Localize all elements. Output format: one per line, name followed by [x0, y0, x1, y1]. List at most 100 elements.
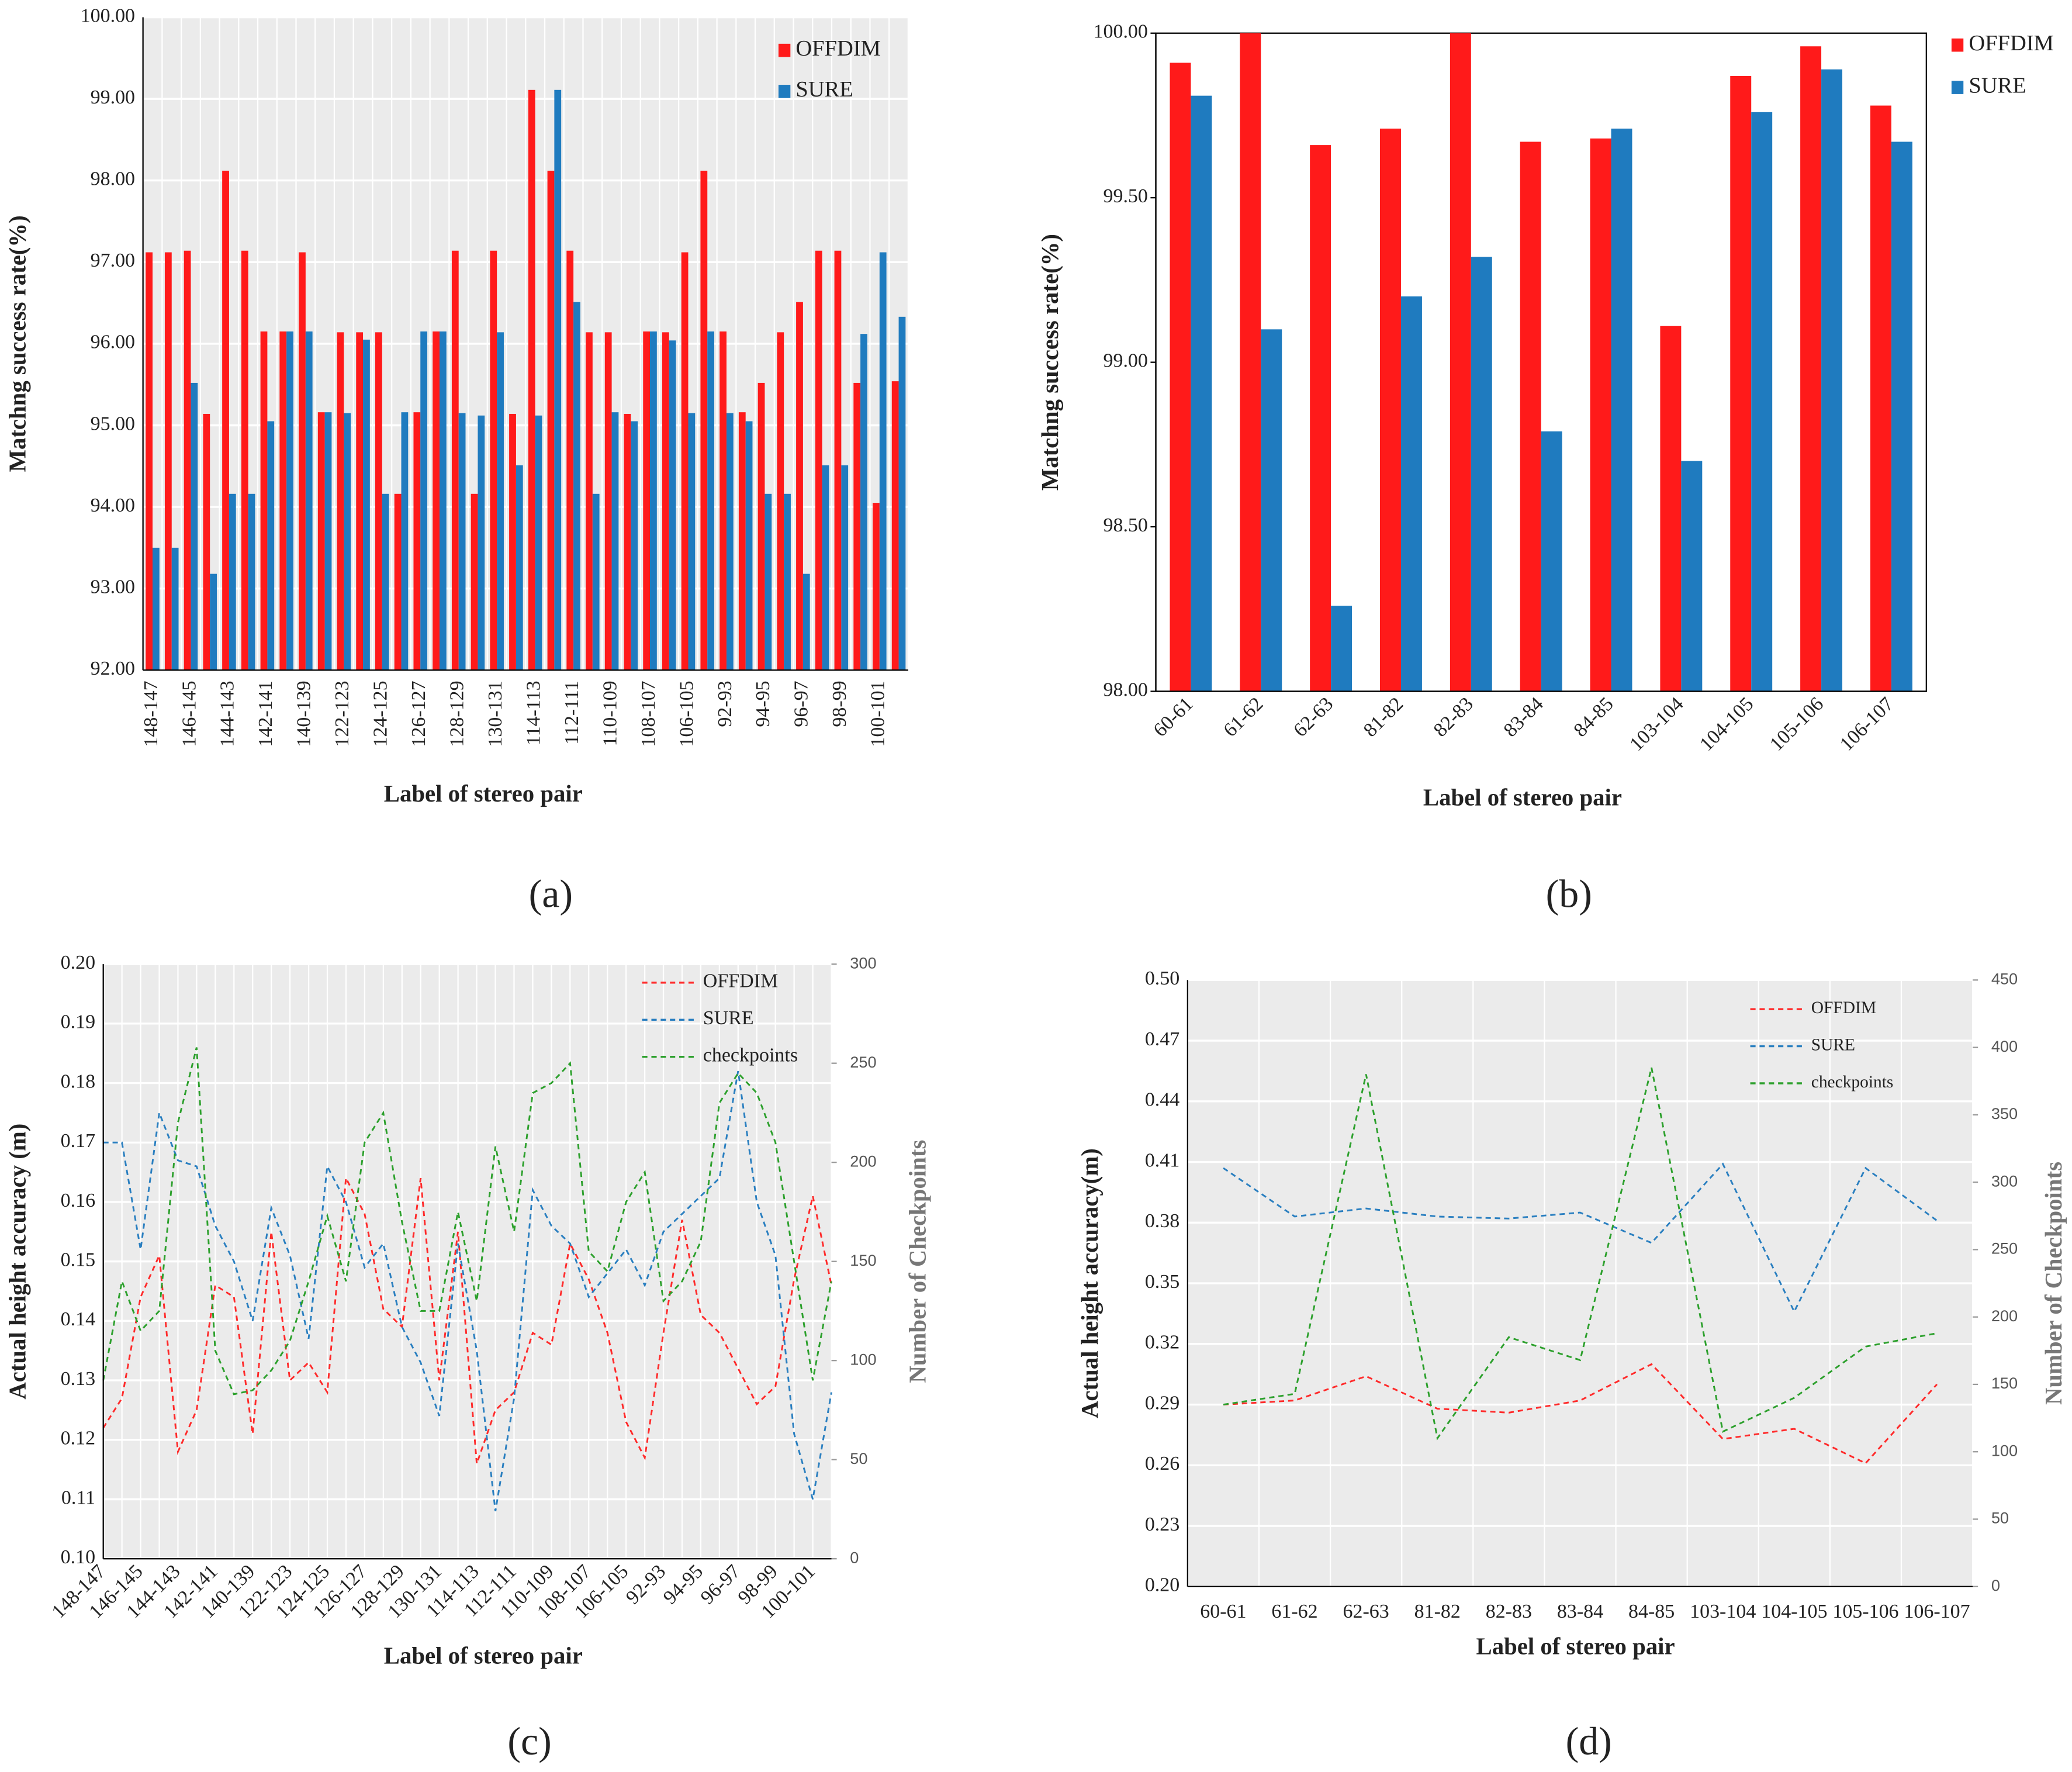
bar [604, 332, 612, 671]
y-tick-label: 97.00 [91, 250, 135, 271]
x-tick-label: 142-141 [255, 681, 276, 747]
y-tick-label: 0.35 [1145, 1271, 1179, 1293]
bar [592, 493, 600, 671]
y-axis-title: Matchng success rate(%) [4, 215, 30, 472]
bar [1660, 326, 1682, 692]
y2-tick-label: 0 [1991, 1576, 2000, 1594]
x-tick-label: 140-139 [293, 681, 315, 747]
y-tick-label: 0.15 [61, 1249, 95, 1270]
y2-tick-label: 50 [1991, 1509, 2009, 1527]
bar [547, 170, 555, 671]
y-tick-label: 94.00 [91, 495, 135, 516]
x-axis-title: Label of stereo pair [1423, 785, 1622, 811]
y-tick-label: 0.26 [1145, 1453, 1179, 1474]
y-tick-label: 0.32 [1145, 1332, 1179, 1353]
y2-tick-label: 200 [850, 1152, 876, 1170]
bar [738, 412, 746, 671]
bar [210, 574, 217, 671]
panel-label: (b) [1546, 871, 1592, 916]
bar [471, 493, 478, 671]
bar [344, 413, 351, 671]
x-tick-label: 128-129 [447, 681, 468, 747]
bar [478, 415, 485, 671]
y-tick-label: 0.38 [1145, 1210, 1179, 1232]
y-tick-label: 0.12 [61, 1428, 95, 1449]
x-tick-label: 92-93 [622, 1560, 670, 1608]
x-tick-label: 94-95 [659, 1560, 707, 1608]
bar [1800, 46, 1822, 692]
x-tick-label: 106-107 [1904, 1601, 1970, 1622]
y2-tick-label: 400 [1991, 1037, 2018, 1055]
y-tick-label: 100.00 [1093, 21, 1147, 43]
bar [305, 331, 313, 671]
legend-label: SURE [703, 1007, 754, 1029]
bar [566, 250, 574, 671]
y-tick-label: 98.00 [91, 168, 135, 190]
bar [777, 332, 784, 671]
bar [1520, 141, 1541, 692]
legend-label: checkpoints [703, 1045, 798, 1066]
bar [267, 421, 275, 671]
y2-tick-label: 200 [1991, 1307, 2018, 1325]
bar [1821, 69, 1843, 692]
x-tick-label: 60-61 [1149, 693, 1197, 741]
bar [164, 252, 172, 671]
bar [1261, 329, 1282, 692]
line [102, 1047, 832, 1396]
bar [1380, 128, 1401, 692]
bar [1450, 33, 1471, 692]
bar [497, 332, 504, 671]
bar [891, 381, 899, 671]
bar [528, 89, 535, 671]
y-tick-label: 0.13 [61, 1368, 95, 1390]
y-tick-label: 95.00 [91, 413, 135, 434]
x-axis-title: Label of stereo pair [384, 1642, 583, 1669]
x-tick-label: 81-82 [1414, 1601, 1461, 1622]
y2-tick-label: 100 [1991, 1441, 2018, 1459]
bar [229, 493, 236, 671]
x-tick-label: 108-107 [638, 681, 659, 747]
bar [146, 252, 153, 671]
x-tick-label: 96-97 [697, 1560, 745, 1608]
bar [860, 334, 867, 671]
bar [669, 340, 676, 671]
y-tick-label: 0.29 [1145, 1392, 1179, 1414]
bar [681, 252, 689, 671]
y-tick-label: 99.00 [1103, 350, 1147, 371]
line [102, 1175, 832, 1464]
bar [420, 331, 428, 671]
bar [1240, 33, 1261, 692]
x-axis-title: Label of stereo pair [1476, 1633, 1675, 1660]
panel-label: (d) [1566, 1719, 1612, 1763]
line [103, 1070, 832, 1512]
legend-label: OFFDIM [795, 36, 880, 61]
y-tick-label: 0.20 [61, 952, 95, 973]
x-tick-label: 96-97 [791, 681, 812, 727]
y-tick-label: 0.23 [1145, 1514, 1179, 1535]
x-tick-label: 126-127 [408, 681, 430, 747]
y-tick-label: 0.41 [1145, 1149, 1179, 1171]
bar [1611, 128, 1632, 692]
bar [248, 493, 255, 671]
x-tick-label: 144-143 [217, 681, 238, 747]
bar [554, 89, 562, 671]
bar [1891, 141, 1912, 692]
bar [573, 302, 580, 671]
bar [650, 331, 657, 671]
x-tick-label: 148-147 [140, 681, 162, 747]
bar [401, 412, 409, 671]
x-tick-label: 61-62 [1271, 1601, 1317, 1622]
bar [631, 421, 638, 671]
legend-label: OFFDIM [1969, 31, 2053, 56]
y-tick-label: 0.19 [61, 1011, 95, 1033]
bar [439, 331, 447, 671]
x-tick-label: 103-104 [1690, 1601, 1756, 1622]
x-tick-label: 62-63 [1289, 693, 1337, 741]
bar [363, 339, 370, 671]
bar [688, 413, 696, 671]
x-tick-label: 104-105 [1761, 1601, 1827, 1622]
y-tick-label: 0.17 [61, 1130, 95, 1152]
x-tick-label: 84-85 [1628, 1601, 1675, 1622]
legend-label: SURE [1969, 73, 2026, 98]
y2-axis-title: Number of Checkpoints [905, 1140, 931, 1383]
